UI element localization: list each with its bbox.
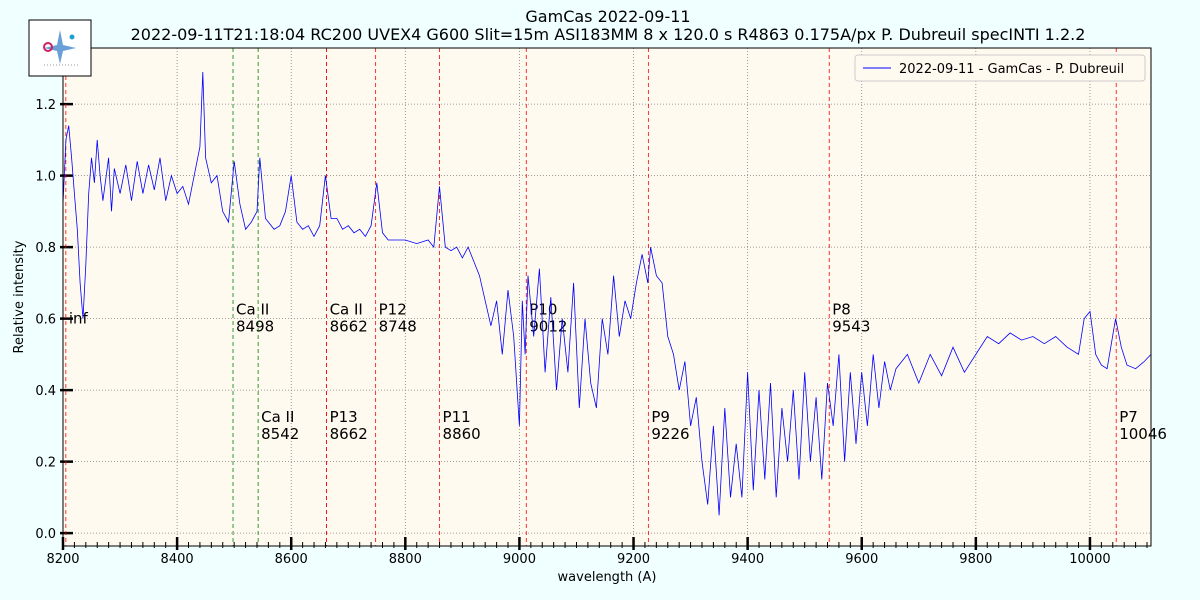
logo-star	[44, 30, 76, 64]
annotation-value: 8662	[330, 318, 368, 336]
plot-frame	[62, 47, 1152, 547]
logo-dot	[69, 34, 75, 40]
x-tick-label: 8800	[389, 552, 422, 567]
y-tick-label: 1.2	[35, 98, 56, 113]
x-tick-label: 9400	[731, 552, 764, 567]
annotation-value: 9543	[832, 318, 870, 336]
annotation-value: 9226	[651, 425, 689, 443]
annotation-name: P10	[529, 301, 557, 319]
annotation-name: Ca II	[261, 408, 294, 426]
legend-label: 2022-09-11 - GamCas - P. Dubreuil	[899, 62, 1124, 77]
annotation-value: 8860	[443, 425, 481, 443]
spectrum-line	[62, 71, 1152, 516]
x-tick-label: 9200	[617, 552, 650, 567]
legend: 2022-09-11 - GamCas - P. Dubreuil	[854, 54, 1146, 82]
x-tick-label: 9600	[845, 552, 878, 567]
x-tick-label: 8200	[46, 552, 79, 567]
annotation-label: inf	[69, 310, 89, 328]
chart-title: GamCas 2022-09-11	[525, 7, 690, 26]
plot-area	[63, 48, 1151, 546]
logo	[28, 19, 92, 77]
annotation-value: 8542	[261, 425, 299, 443]
y-axis-label: Relative intensity	[12, 240, 27, 353]
annotation-value: 8498	[236, 318, 274, 336]
annotation-name: P9	[651, 408, 670, 426]
annotation-value: 8662	[330, 425, 368, 443]
annotation-name: P7	[1119, 408, 1138, 426]
x-axis-label: wavelength (A)	[558, 570, 657, 585]
y-tick-label: 0.2	[35, 456, 56, 471]
annotation-name: Ca II	[330, 301, 363, 319]
x-tick-label: 8400	[161, 552, 194, 567]
x-tick-label: 9000	[503, 552, 536, 567]
y-tick-label: 0.0	[35, 527, 56, 542]
annotation-value: 8748	[379, 318, 417, 336]
logo-ring	[43, 42, 53, 52]
annotation-value: 10046	[1119, 425, 1167, 443]
annotation-name: P13	[330, 408, 358, 426]
annotation-name: P11	[443, 408, 471, 426]
x-tick-label: 10000	[1069, 552, 1110, 567]
annotation-name: Ca II	[236, 301, 269, 319]
y-tick-label: 0.8	[35, 241, 56, 256]
y-tick-label: 1.0	[35, 170, 56, 185]
annotation-name: P8	[832, 301, 851, 319]
plot-layer: 8200 8400 8600 8800 9000 9200 9400 9600 9800 1000…	[35, 48, 1167, 567]
y-tick-label: 0.6	[35, 313, 56, 328]
y-tick-label: 0.4	[35, 384, 56, 399]
legend-box	[854, 54, 1146, 82]
x-tick-label: 9800	[959, 552, 992, 567]
x-tick-label: 8600	[275, 552, 308, 567]
annotation-name: P12	[379, 301, 407, 319]
chart-subtitle: 2022-09-11T21:18:04 RC200 UVEX4 G600 Sli…	[131, 25, 1086, 44]
